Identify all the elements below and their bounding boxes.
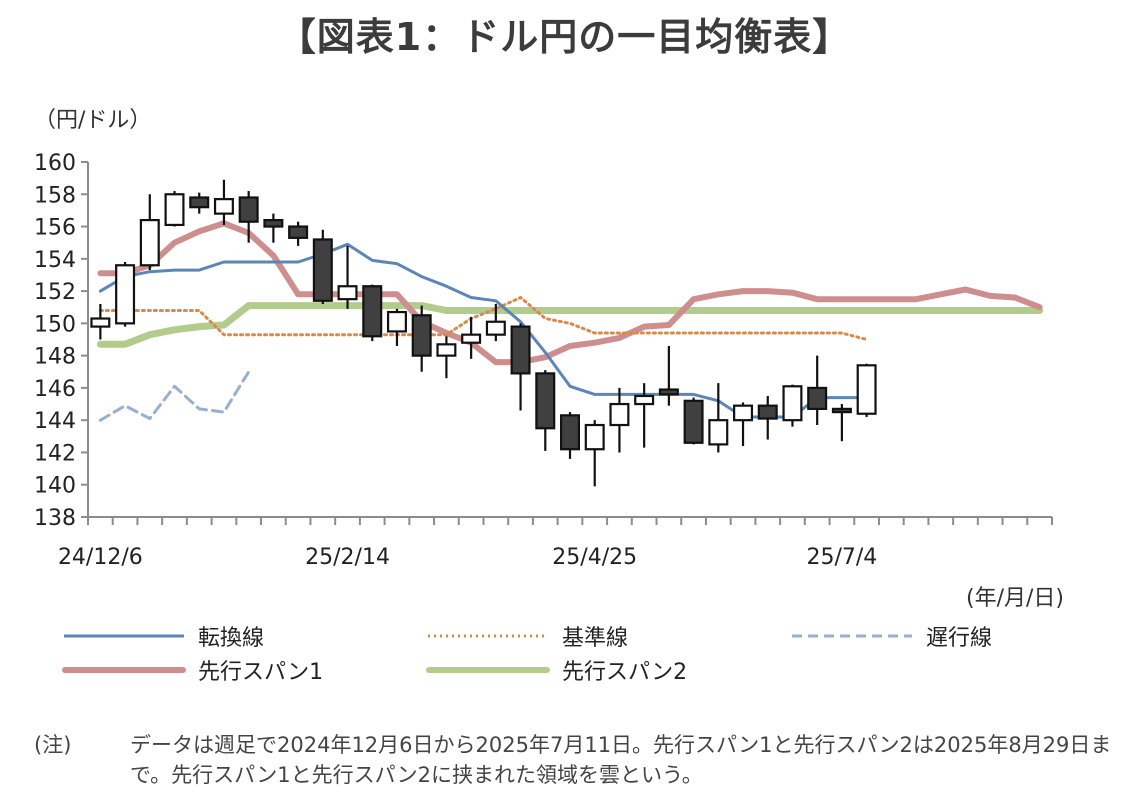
candle-bearish	[411, 314, 432, 357]
candle-bullish	[634, 394, 655, 406]
x-tick-label: 25/2/14	[305, 545, 390, 570]
candle-bullish	[213, 198, 234, 215]
ichimoku-chart: 138 140 142 144 146 148 150 152 154 156 158 160 24/1…	[34, 151, 1053, 570]
y-tick-label: 146	[34, 377, 76, 402]
legend-label-span1: 先行スパン1	[198, 660, 324, 685]
y-tick-label: 154	[34, 248, 76, 273]
y-tick-label: 142	[34, 441, 76, 466]
y-tick-label: 150	[34, 312, 76, 337]
legend-label-chikou: 遅行線	[926, 626, 993, 651]
chikou-line	[98, 370, 251, 422]
candle-bullish	[90, 317, 111, 328]
span1-line	[97, 220, 1043, 366]
legend-label-tenkan: 転換線	[198, 626, 265, 651]
candle-bullish	[485, 320, 506, 336]
candle-bearish	[560, 414, 580, 451]
candle-bullish	[782, 385, 803, 422]
y-tick-label: 144	[34, 409, 76, 434]
candle-bearish	[807, 386, 828, 410]
footnote-label: (注)	[34, 733, 72, 757]
candle-bearish	[535, 372, 556, 430]
candle-bullish	[584, 423, 605, 451]
legend-swatch-kijun	[428, 634, 548, 638]
span2-line	[96, 302, 1044, 348]
x-tick-label: 25/7/4	[806, 545, 877, 570]
y-tick-label: 140	[34, 474, 76, 499]
legend-kijun: 基準線	[426, 622, 629, 651]
kijun-line	[98, 296, 869, 341]
candle-bullish	[733, 404, 754, 422]
legend-swatch-tenkan	[64, 634, 184, 638]
tenkan-line	[98, 242, 869, 419]
legend-tenkan: 転換線	[62, 622, 265, 651]
y-tick-label: 152	[34, 280, 76, 305]
candle-bearish	[189, 196, 210, 209]
x-axis-unit: (年/月/日)	[966, 586, 1064, 611]
y-tick-label: 148	[34, 345, 76, 370]
candle-bearish	[362, 285, 383, 338]
legend-chikou: 遅行線	[790, 622, 993, 651]
candle-bullish	[164, 193, 185, 227]
candle-bullish	[436, 343, 457, 357]
y-tick-label: 156	[34, 216, 76, 241]
legend-label-span2: 先行スパン2	[562, 660, 688, 685]
candle-bearish	[658, 388, 679, 396]
candle-bullish	[386, 310, 407, 333]
legend-swatch-span1	[62, 667, 186, 673]
candle-bullish	[708, 419, 729, 446]
candle-bullish	[139, 218, 160, 267]
footnote-text: データは週足で2024年12月6日から2025年7月11日。先行スパン1と先行ス…	[130, 733, 1112, 787]
y-axis-unit: （円/ドル）	[34, 108, 152, 133]
candle-bearish	[510, 325, 531, 375]
x-tick-label: 24/12/6	[58, 545, 143, 570]
candle-bearish	[238, 196, 259, 223]
candle-bullish	[115, 264, 136, 325]
y-tick-label: 160	[34, 151, 76, 176]
legend-swatch-chikou	[792, 634, 912, 638]
y-tick-label: 158	[34, 183, 76, 208]
candle-bearish	[263, 218, 284, 228]
legend-span2: 先行スパン2	[426, 656, 688, 685]
candle-bearish	[683, 399, 704, 444]
candle-bullish	[856, 364, 877, 415]
candle-bearish	[757, 404, 778, 420]
y-tick-label: 138	[34, 506, 76, 531]
candle-bearish	[312, 238, 333, 302]
candle-bullish	[337, 285, 358, 301]
legend-swatch-span2	[426, 667, 550, 673]
candle-bullish	[609, 402, 630, 427]
x-tick-label: 25/4/25	[552, 545, 637, 570]
candle-bullish	[461, 333, 482, 344]
legend-label-kijun: 基準線	[562, 626, 629, 651]
legend-span1: 先行スパン1	[62, 656, 324, 685]
candle-bearish	[288, 225, 309, 239]
chart-title: 【図表1：ドル円の一目均衡表】	[277, 15, 852, 59]
candle-bearish	[831, 407, 852, 414]
